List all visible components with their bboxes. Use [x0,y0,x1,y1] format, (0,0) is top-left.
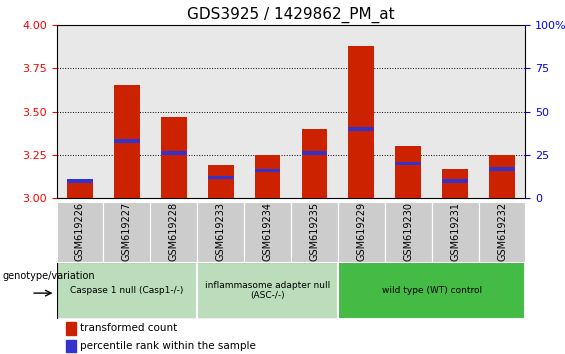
Text: Caspase 1 null (Casp1-/-): Caspase 1 null (Casp1-/-) [70,286,184,295]
Bar [56,262,197,319]
Bar [67,179,93,183]
Bar [479,25,525,198]
Bar [197,262,338,319]
Text: GSM619232: GSM619232 [497,202,507,262]
Text: GSM619231: GSM619231 [450,202,460,261]
Bar [114,85,140,198]
Text: GSM619226: GSM619226 [75,202,85,262]
Bar [67,179,93,198]
Bar [66,340,76,352]
Bar [338,262,525,319]
Bar [255,169,280,172]
Bar [103,25,150,198]
Bar [255,155,280,198]
Bar [56,25,103,198]
Bar [489,167,515,171]
Bar [302,151,327,155]
Bar [114,139,140,143]
Text: GSM619230: GSM619230 [403,202,413,261]
Bar [396,162,421,165]
Bar [208,176,233,179]
Title: GDS3925 / 1429862_PM_at: GDS3925 / 1429862_PM_at [187,7,395,23]
Bar [349,46,374,198]
Bar [161,151,186,155]
Bar [66,322,76,335]
Bar [197,25,244,198]
Bar [244,25,291,198]
Bar [161,117,186,198]
Text: wild type (WT) control: wild type (WT) control [381,286,482,295]
Bar [432,25,479,198]
Bar [150,25,197,198]
Text: GSM619234: GSM619234 [263,202,272,261]
Bar [489,155,515,198]
Text: inflammasome adapter null
(ASC-/-): inflammasome adapter null (ASC-/-) [205,281,330,300]
Bar [385,25,432,198]
Text: percentile rank within the sample: percentile rank within the sample [80,341,256,351]
Bar [442,179,468,183]
Text: GSM619233: GSM619233 [216,202,225,261]
Text: GSM619235: GSM619235 [310,202,319,262]
Bar [302,129,327,198]
Bar [396,146,421,198]
Bar [208,165,233,198]
Text: genotype/variation: genotype/variation [3,271,95,281]
Bar [442,169,468,198]
Text: transformed count: transformed count [80,323,177,333]
Bar [349,127,374,131]
Text: GSM619229: GSM619229 [357,202,366,262]
Bar [338,25,385,198]
Text: GSM619228: GSM619228 [169,202,179,262]
Text: GSM619227: GSM619227 [122,202,132,262]
Bar [291,25,338,198]
